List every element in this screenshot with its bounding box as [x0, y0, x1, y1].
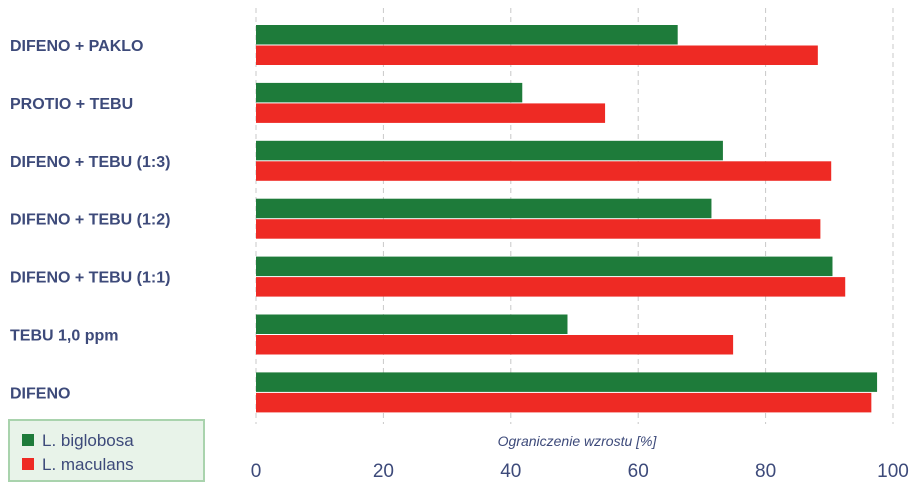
x-tick-label: 60 [628, 461, 649, 482]
legend-box [8, 419, 205, 482]
x-tick-label: 20 [373, 461, 394, 482]
legend-swatch [22, 434, 34, 446]
bar-biglobosa [256, 140, 723, 161]
bar-biglobosa [256, 82, 523, 103]
legend: L. biglobosa L. maculans [8, 419, 205, 482]
x-tick-label: 0 [251, 461, 262, 482]
bar-biglobosa [256, 25, 678, 45]
x-axis-title: Ograniczenie wzrostu [%] [498, 433, 658, 449]
category-label: DIFENO + PAKLO [10, 38, 144, 55]
category-label: PROTIO + TEBU [10, 96, 133, 113]
bar-maculans [256, 219, 821, 239]
x-tick-label: 80 [755, 461, 776, 482]
legend-label: L. maculans [42, 455, 134, 474]
bar-biglobosa [256, 198, 712, 219]
category-label: DIFENO + TEBU (1:2) [10, 212, 170, 229]
bar-maculans [256, 392, 872, 413]
bar-maculans [256, 103, 606, 123]
bar-maculans [256, 161, 832, 181]
bar-maculans [256, 277, 846, 297]
category-labels: DIFENO + PAKLO PROTIO + TEBU DIFENO + TEBU… [10, 38, 170, 402]
category-label: TEBU 1,0 ppm [10, 328, 118, 345]
bar-maculans [256, 45, 818, 65]
x-tick-labels: 0 20 40 60 80 100 [251, 461, 909, 482]
bars [256, 25, 878, 413]
x-tick-label: 100 [877, 461, 909, 482]
bar-biglobosa [256, 372, 878, 392]
legend-swatch [22, 458, 34, 470]
category-label: DIFENO [10, 385, 70, 402]
legend-label: L. biglobosa [42, 431, 134, 450]
x-tick-label: 40 [500, 461, 521, 482]
category-label: DIFENO + TEBU (1:3) [10, 154, 170, 171]
bar-biglobosa [256, 314, 568, 334]
category-label: DIFENO + TEBU (1:1) [10, 270, 170, 287]
bar-maculans [256, 335, 734, 355]
bar-biglobosa [256, 256, 833, 277]
